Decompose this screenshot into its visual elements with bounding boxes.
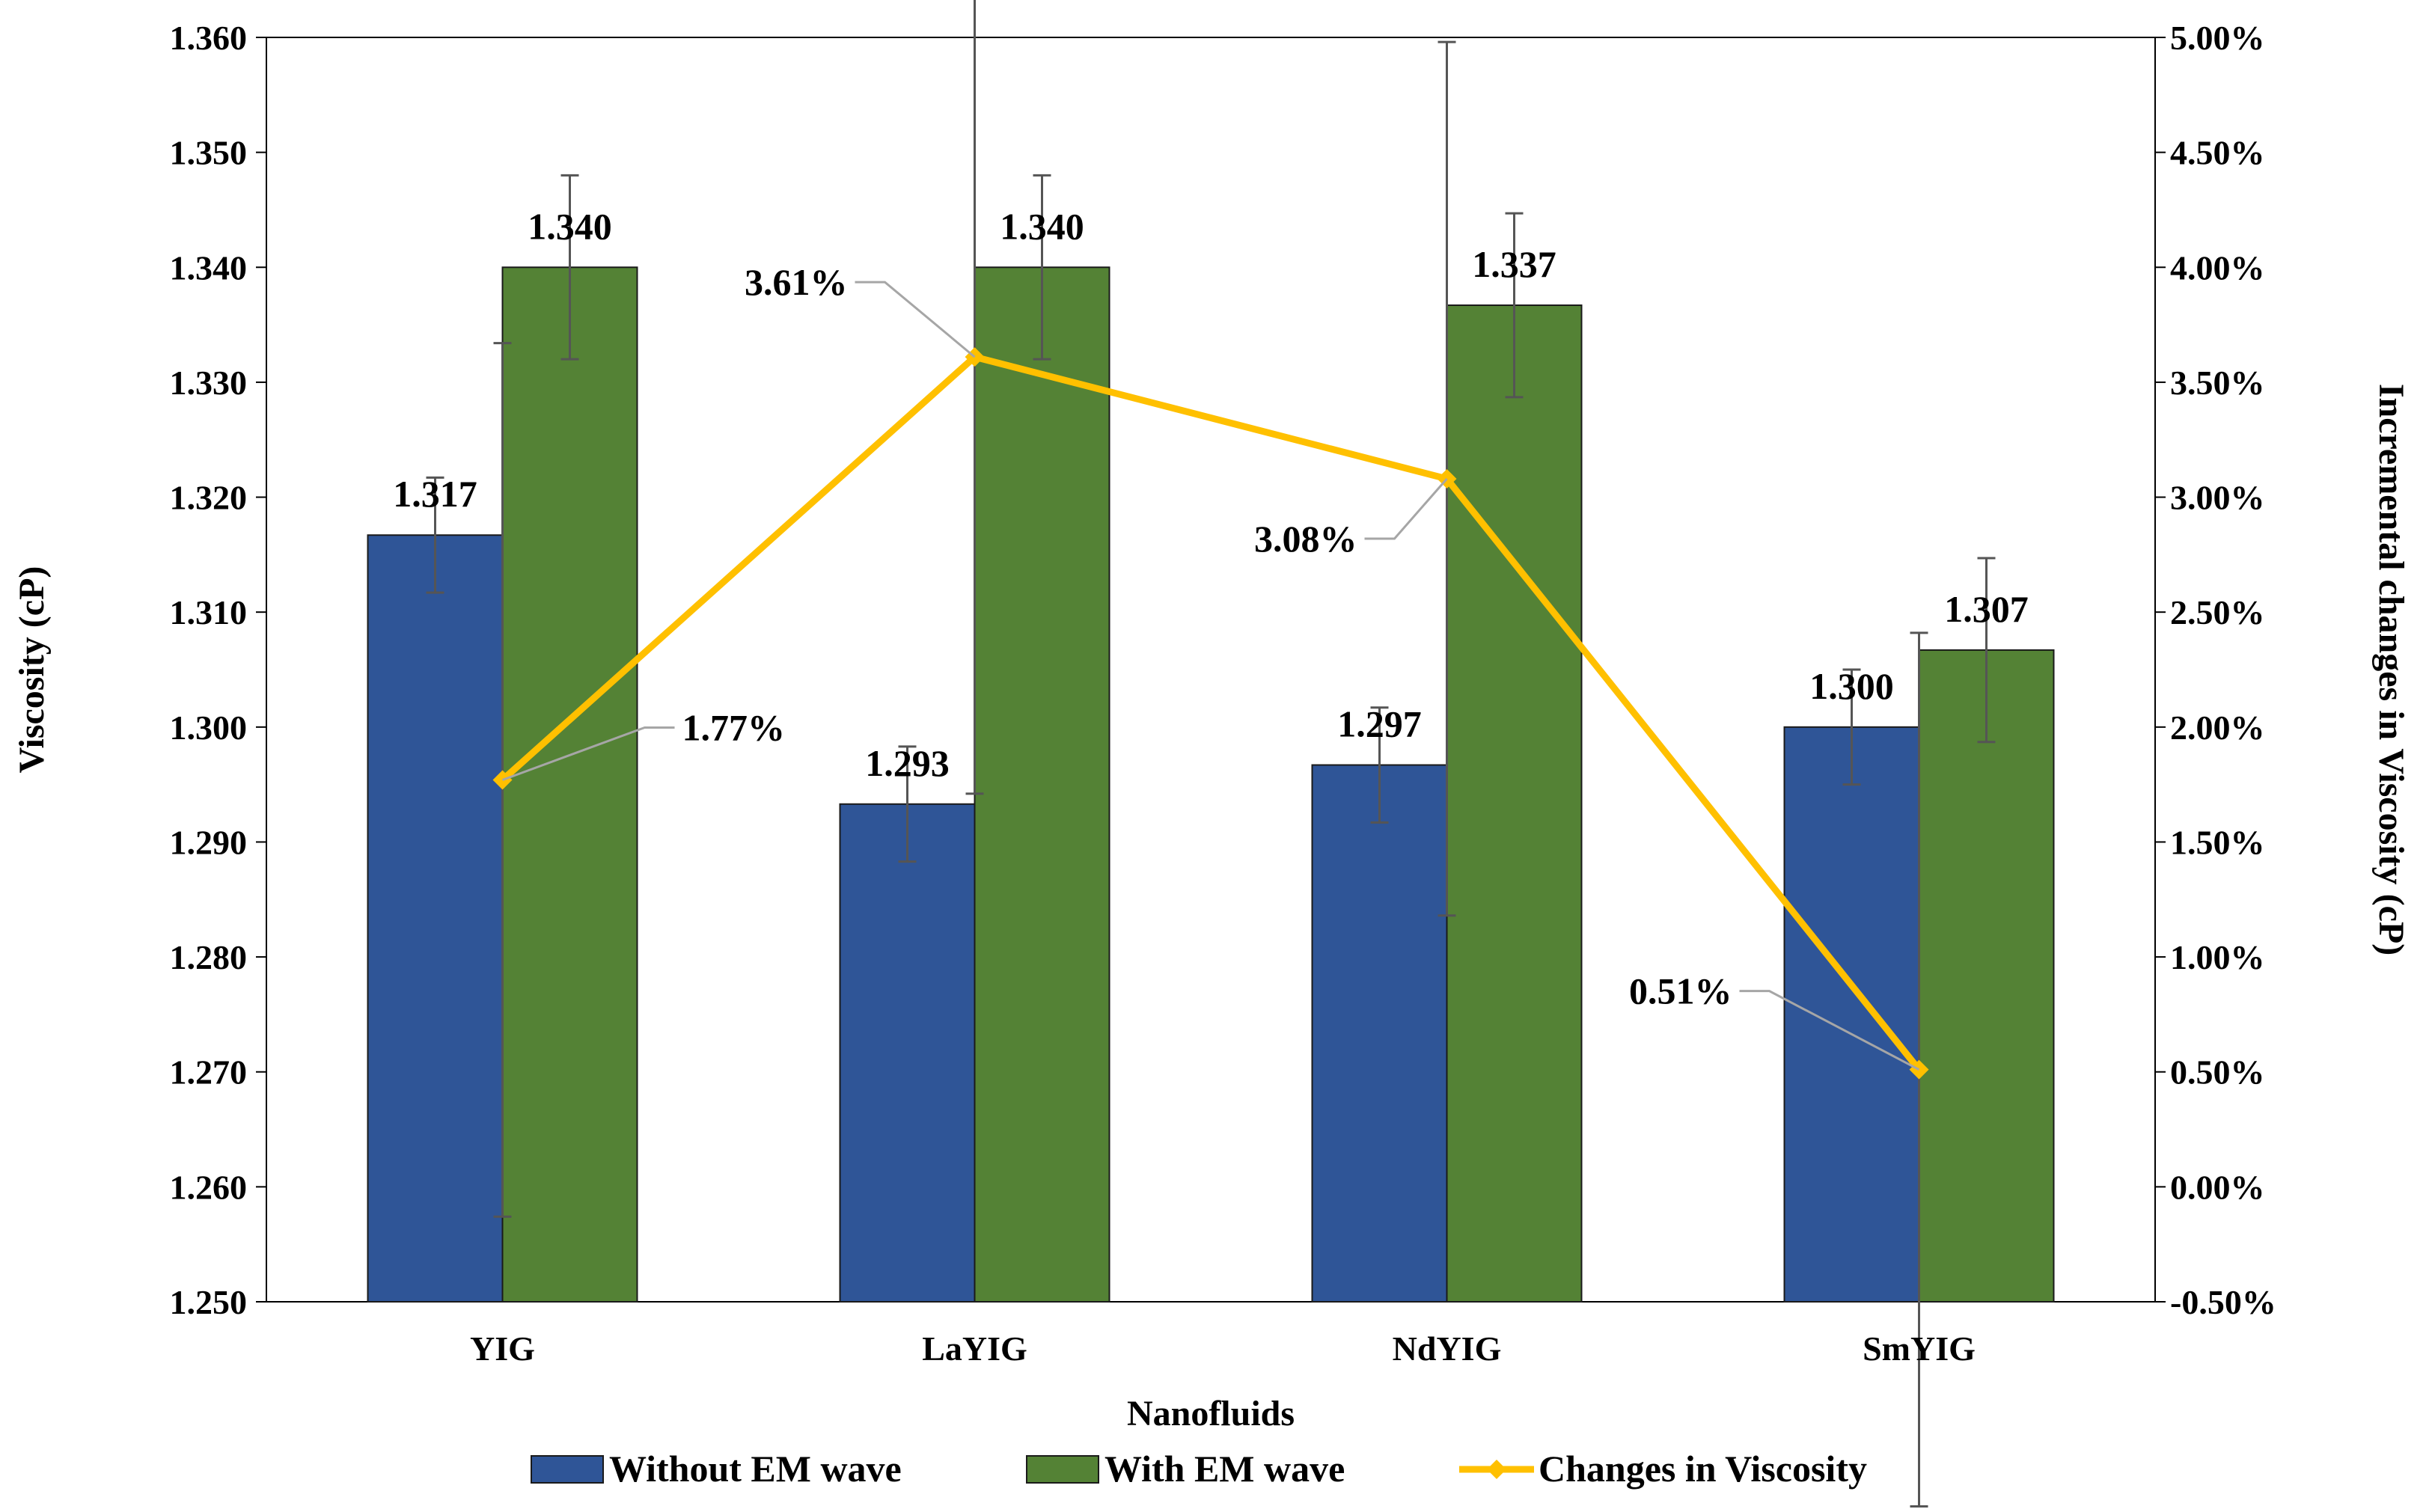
data-label: 1.340 (1000, 205, 1084, 247)
y2-tick-label: 2.50% (2170, 593, 2265, 631)
bar-without-em (1783, 726, 1920, 1303)
bar-with-em (974, 266, 1110, 1303)
y-tick-label: 1.300 (170, 708, 248, 747)
x-tick-label: LaYIG (922, 1329, 1027, 1368)
label-leader-line (1364, 477, 1448, 540)
y2-tick-label: 2.00% (2170, 708, 2265, 747)
y-tick-label: 1.330 (170, 364, 248, 402)
y2-tick-label: 3.50% (2170, 364, 2265, 402)
data-label: 1.297 (1337, 703, 1422, 745)
y2-axis-title: Incremental changes in Viscosity (cP) (2371, 384, 2411, 955)
y-tick-label: 1.270 (170, 1053, 248, 1092)
y2-tick-label: 1.00% (2170, 938, 2265, 976)
x-tick-label: NdYIG (1393, 1329, 1502, 1368)
data-label: 1.337 (1472, 243, 1556, 285)
y2-tick-label: 3.00% (2170, 479, 2265, 517)
pct-label: 0.51% (1629, 970, 1732, 1012)
y2-tick-label: 4.50% (2170, 134, 2265, 172)
y-tick-label: 1.260 (170, 1168, 248, 1206)
y2-tick-label: 4.00% (2170, 248, 2265, 287)
y-tick-label: 1.280 (170, 938, 248, 976)
bar-group (367, 266, 2055, 1303)
data-label: 1.300 (1809, 665, 1894, 707)
pct-label: 1.77% (682, 706, 786, 748)
y2-tick-label: 0.50% (2170, 1053, 2265, 1092)
line-changes-in-viscosity (500, 353, 1922, 1072)
data-label: 1.293 (865, 742, 950, 784)
label-leader-line (501, 726, 675, 781)
legend-marker (1487, 1460, 1506, 1479)
x-tick-label: YIG (470, 1329, 535, 1368)
data-label: 1.307 (1944, 588, 2029, 630)
y-tick-label: 1.250 (170, 1283, 248, 1321)
y-tick-label: 1.310 (170, 593, 248, 631)
label-leader-line (1739, 990, 1920, 1071)
legend-label: Without EM wave (609, 1448, 902, 1490)
data-labels: 1.317 1.340 1.293 1.340 1.297 1.337 1.300 1.307… (393, 205, 2029, 1011)
bar-without-em (1311, 764, 1448, 1303)
bar-with-em (1918, 649, 2055, 1303)
legend-swatch (531, 1455, 604, 1484)
pct-label: 3.08% (1254, 518, 1357, 560)
y2-axis-ticks: -0.50% 0.00% 0.50% 1.00% 1.50% 2.00% 2.50% 3.00… (2170, 19, 2276, 1321)
bar-without-em (839, 803, 976, 1303)
gridlines (256, 37, 2166, 1303)
error-bar-group (426, 174, 1996, 863)
bar-with-em (1446, 304, 1583, 1303)
bar-with-em (501, 266, 638, 1303)
y2-tick-label: -0.50% (2170, 1283, 2276, 1321)
legend: Without EM wave With EM wave Changes in Vi… (531, 1448, 1867, 1490)
y-tick-label: 1.360 (170, 19, 248, 57)
y-axis-title: Viscosity (cP) (12, 566, 52, 774)
x-tick-label: SmYIG (1863, 1329, 1976, 1368)
data-label: 1.317 (393, 473, 477, 515)
x-axis-title: Nanofluids (1127, 1394, 1295, 1433)
line-series-group (492, 0, 1929, 1508)
y2-tick-label: 1.50% (2170, 823, 2265, 861)
x-axis-ticks: YIG LaYIG NdYIG SmYIG (470, 1329, 1976, 1368)
legend-label: With EM wave (1105, 1448, 1345, 1490)
legend-swatch (1026, 1455, 1099, 1484)
y-tick-label: 1.340 (170, 248, 248, 287)
y-tick-label: 1.350 (170, 134, 248, 172)
legend-label: Changes in Viscosity (1539, 1448, 1867, 1490)
y2-tick-label: 0.00% (2170, 1168, 2265, 1206)
y-tick-label: 1.290 (170, 823, 248, 861)
pct-label: 3.61% (745, 261, 848, 303)
bar-without-em (367, 534, 504, 1303)
data-label: 1.340 (528, 205, 612, 247)
label-leader-line (855, 281, 976, 358)
y-axis-ticks: 1.250 1.260 1.270 1.280 1.290 1.300 1.310 1.320… (170, 19, 248, 1321)
y2-tick-label: 5.00% (2170, 19, 2265, 57)
y-tick-label: 1.320 (170, 479, 248, 517)
